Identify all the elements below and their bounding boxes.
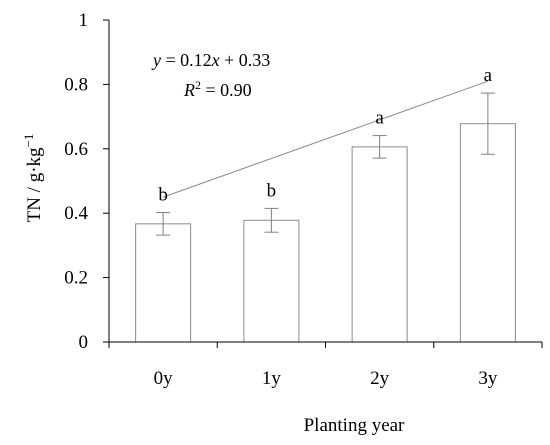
- r-squared-var: R: [183, 80, 195, 100]
- y-tick-label-0.6: 0.6: [64, 139, 88, 160]
- r-squared: R2 = 0.90: [183, 78, 252, 100]
- y-tick-label-1: 1: [79, 10, 89, 31]
- y-tick-label-0.4: 0.4: [64, 203, 88, 224]
- y-axis-title-exponent: −1: [21, 134, 36, 148]
- bar-2y: [351, 146, 408, 343]
- eqn-x-var: x: [211, 50, 220, 70]
- y-tick-label-0.2: 0.2: [64, 268, 88, 289]
- r-squared-exp: 2: [195, 78, 201, 92]
- significance-letter-0y: b: [158, 185, 168, 206]
- significance-letter-3y: a: [484, 65, 493, 86]
- significance-letter-2y: a: [375, 108, 384, 129]
- eqn-intercept: + 0.33: [220, 50, 271, 70]
- x-tick-label-2y: 2y: [370, 368, 390, 389]
- eqn-y-var: y: [151, 50, 161, 70]
- eqn-slope: = 0.12: [161, 50, 212, 70]
- y-axis-title-text: TN / g·kg: [24, 147, 45, 222]
- bar-0y: [135, 223, 192, 343]
- bar-1y: [243, 219, 300, 343]
- x-tick-label-3y: 3y: [478, 368, 498, 389]
- r-squared-value: = 0.90: [201, 80, 252, 100]
- y-tick-label-0.8: 0.8: [64, 74, 88, 95]
- regression-equation: y = 0.12x + 0.33: [151, 50, 270, 70]
- bar-3y: [459, 123, 516, 343]
- x-tick-label-1y: 1y: [262, 368, 282, 389]
- x-tick-label-0y: 0y: [154, 368, 174, 389]
- x-axis-title: Planting year: [304, 415, 405, 436]
- significance-letter-1y: b: [267, 180, 277, 201]
- y-axis-title: TN / g·kg−1: [21, 134, 45, 223]
- y-tick-label-0: 0: [79, 332, 89, 353]
- trend-line: [162, 80, 489, 198]
